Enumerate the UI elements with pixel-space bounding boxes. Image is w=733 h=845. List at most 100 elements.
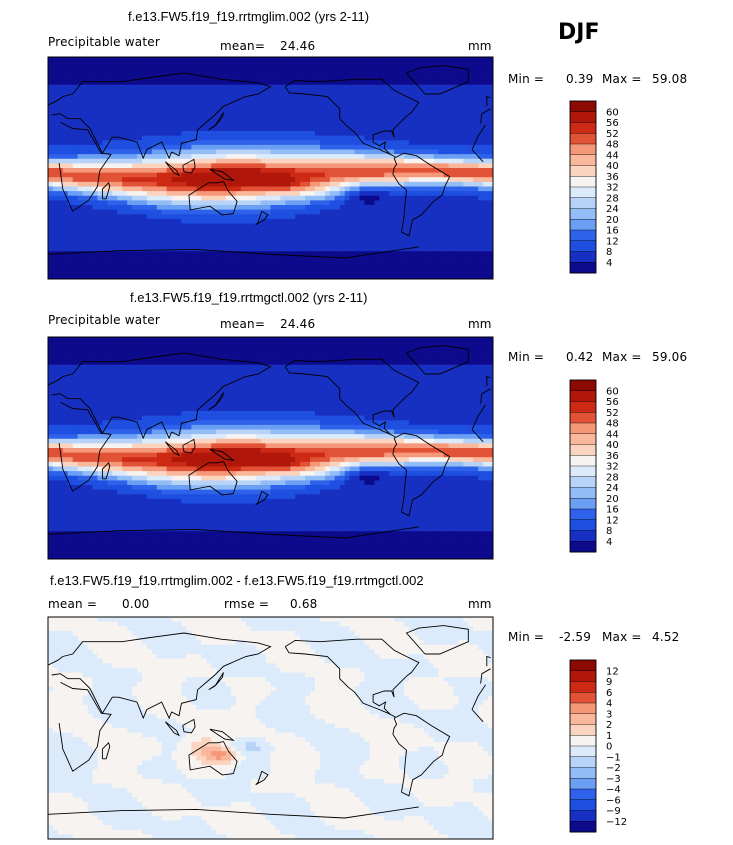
map-cell: [156, 237, 163, 243]
map-cell: [379, 61, 385, 67]
map-cell: [102, 181, 108, 188]
map-cell: [448, 172, 455, 178]
map-cell: [399, 195, 405, 201]
map-cell: [319, 154, 326, 160]
map-cell: [354, 255, 361, 262]
map-cell: [369, 112, 375, 118]
map-cell: [102, 61, 108, 67]
map-cell: [161, 66, 168, 72]
map-cell: [295, 246, 301, 252]
map-cell: [334, 158, 341, 164]
map-cell: [122, 360, 128, 366]
map-cell: [354, 140, 361, 146]
map-cell: [339, 61, 346, 67]
map-cell: [77, 89, 84, 95]
map-cell: [404, 265, 410, 271]
map-cell: [206, 186, 212, 192]
map-cell: [151, 341, 158, 347]
map-cell: [112, 61, 118, 67]
map-cell: [191, 70, 197, 77]
map-cell: [285, 228, 291, 234]
map-cell: [310, 117, 316, 123]
map-cell: [423, 341, 430, 347]
map-cell: [448, 200, 455, 206]
map-cell: [141, 350, 148, 357]
map-cell: [315, 158, 321, 164]
map-cell: [201, 98, 207, 104]
map-cell: [384, 191, 390, 197]
map-cell: [468, 205, 474, 211]
map-cell: [107, 84, 113, 90]
map-cell: [468, 75, 474, 81]
map-cell: [201, 260, 207, 266]
map-cell: [48, 260, 54, 266]
map-cell: [191, 163, 197, 169]
map-cell: [57, 126, 64, 132]
map-cell: [428, 98, 435, 104]
map-cell: [255, 117, 262, 123]
map-cell: [235, 89, 242, 95]
map-cell: [250, 228, 257, 234]
map-cell: [166, 350, 173, 357]
coastline: [182, 158, 196, 174]
map-cell: [369, 181, 375, 188]
map-cell: [463, 218, 469, 225]
map-cell: [315, 260, 321, 266]
map-cell: [176, 223, 183, 229]
map-cell: [72, 168, 79, 174]
map-cell: [270, 200, 277, 206]
map-cell: [176, 214, 183, 220]
map-cell: [211, 144, 217, 151]
map-cell: [408, 223, 415, 229]
map-cell: [166, 218, 173, 225]
map-cell: [196, 84, 202, 90]
map-cell: [399, 214, 405, 220]
map-cell: [428, 89, 435, 95]
map-cell: [468, 140, 474, 146]
map-cell: [468, 121, 474, 127]
map-cell: [107, 89, 113, 95]
map-cell: [117, 66, 123, 72]
map-cell: [67, 191, 74, 197]
map-cell: [280, 149, 286, 155]
map-cell: [161, 223, 168, 229]
map-cell: [458, 214, 464, 220]
map-cell: [468, 177, 474, 183]
map-cell: [483, 242, 489, 248]
map-cell: [77, 121, 84, 127]
map-cell: [206, 269, 212, 275]
map-cell: [413, 350, 420, 357]
map-cell: [181, 61, 188, 67]
map-cell: [260, 154, 267, 160]
map-cell: [216, 341, 222, 347]
map-cell: [240, 214, 247, 220]
map-cell: [206, 84, 212, 90]
map-cell: [379, 186, 385, 192]
map-cell: [433, 232, 440, 238]
map-cell: [97, 75, 103, 81]
map-cell: [438, 205, 445, 211]
map-cell: [275, 237, 281, 243]
map-cell: [433, 168, 440, 174]
map-cell: [315, 80, 321, 86]
map-cell: [211, 140, 217, 146]
map-cell: [186, 255, 192, 262]
map-cell: [67, 200, 74, 206]
map-cell: [260, 103, 267, 109]
map-cell: [127, 103, 133, 109]
map-cell: [300, 260, 306, 266]
map-cell: [235, 163, 242, 169]
map-cell: [151, 117, 158, 123]
map-cell: [221, 117, 227, 123]
map-cell: [384, 274, 390, 279]
map-cell: [235, 57, 242, 63]
map-cell: [137, 131, 143, 137]
map-cell: [443, 168, 450, 174]
map-cell: [211, 121, 217, 127]
map-cell: [408, 346, 415, 352]
map-cell: [305, 70, 311, 77]
map-cell: [319, 246, 326, 252]
map-cell: [389, 350, 395, 357]
map-cell: [310, 172, 316, 178]
map-cell: [448, 84, 455, 90]
